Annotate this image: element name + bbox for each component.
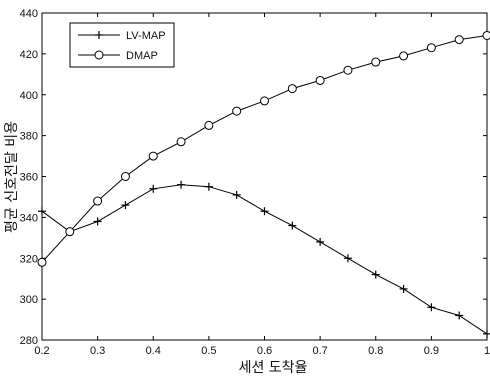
data-point-lv-map — [288, 222, 296, 230]
data-point-lv-map — [372, 271, 380, 279]
series-line-lv-map — [42, 185, 487, 334]
y-tick-label: 440 — [20, 8, 38, 20]
x-tick-label: 0.9 — [424, 345, 439, 357]
y-tick-label: 420 — [20, 49, 38, 61]
data-point-dmap — [38, 258, 46, 266]
x-axis-title: 세션 도착율 — [239, 360, 308, 376]
data-point-dmap — [455, 36, 463, 44]
data-point-lv-map — [316, 238, 324, 246]
x-tick-label: 0.5 — [201, 345, 216, 357]
data-point-dmap — [149, 152, 157, 160]
series-line-dmap — [42, 36, 487, 263]
x-tick-label: 0.7 — [312, 345, 327, 357]
data-point-lv-map — [121, 201, 129, 209]
y-tick-label: 400 — [20, 90, 38, 102]
x-tick-label: 0.2 — [34, 345, 49, 357]
data-point-dmap — [400, 52, 408, 60]
data-point-dmap — [344, 66, 352, 74]
data-point-lv-map — [483, 330, 490, 338]
data-point-lv-map — [455, 311, 463, 319]
x-tick-label: 0.3 — [90, 345, 105, 357]
x-tick-label: 0.8 — [368, 345, 383, 357]
x-tick-label: 0.6 — [257, 345, 272, 357]
data-point-dmap — [233, 107, 241, 115]
y-axis-title: 평균 신호전달 비용 — [4, 121, 20, 233]
data-point-lv-map — [400, 285, 408, 293]
x-tick-label: 0.4 — [146, 345, 161, 357]
data-point-lv-map — [177, 181, 185, 189]
data-point-dmap — [261, 97, 269, 105]
y-tick-label: 320 — [20, 253, 38, 265]
data-point-dmap — [288, 85, 296, 93]
data-point-dmap — [427, 44, 435, 52]
data-point-dmap — [372, 58, 380, 66]
data-point-lv-map — [205, 183, 213, 191]
legend-label-lvmap: LV-MAP — [126, 30, 166, 42]
y-tick-label: 380 — [20, 131, 38, 143]
data-point-dmap — [177, 138, 185, 146]
x-tick-label: 1 — [484, 345, 490, 357]
data-point-lv-map — [233, 191, 241, 199]
data-point-lv-map — [38, 207, 46, 215]
data-point-lv-map — [344, 254, 352, 262]
data-point-dmap — [316, 76, 324, 84]
y-tick-label: 300 — [20, 294, 38, 306]
data-point-dmap — [66, 228, 74, 236]
data-point-lv-map — [94, 217, 102, 225]
y-tick-label: 360 — [20, 172, 38, 184]
data-point-dmap — [205, 121, 213, 129]
data-point-dmap — [483, 31, 490, 39]
legend-marker-dmap — [95, 51, 103, 59]
data-point-lv-map — [261, 207, 269, 215]
data-point-dmap — [121, 173, 129, 181]
data-point-lv-map — [149, 185, 157, 193]
y-tick-label: 340 — [20, 212, 38, 224]
series-layer — [38, 31, 490, 337]
legend-label-dmap: DMAP — [126, 50, 158, 62]
data-point-lv-map — [427, 303, 435, 311]
legend: LV-MAP DMAP — [70, 23, 174, 67]
data-point-dmap — [94, 197, 102, 205]
